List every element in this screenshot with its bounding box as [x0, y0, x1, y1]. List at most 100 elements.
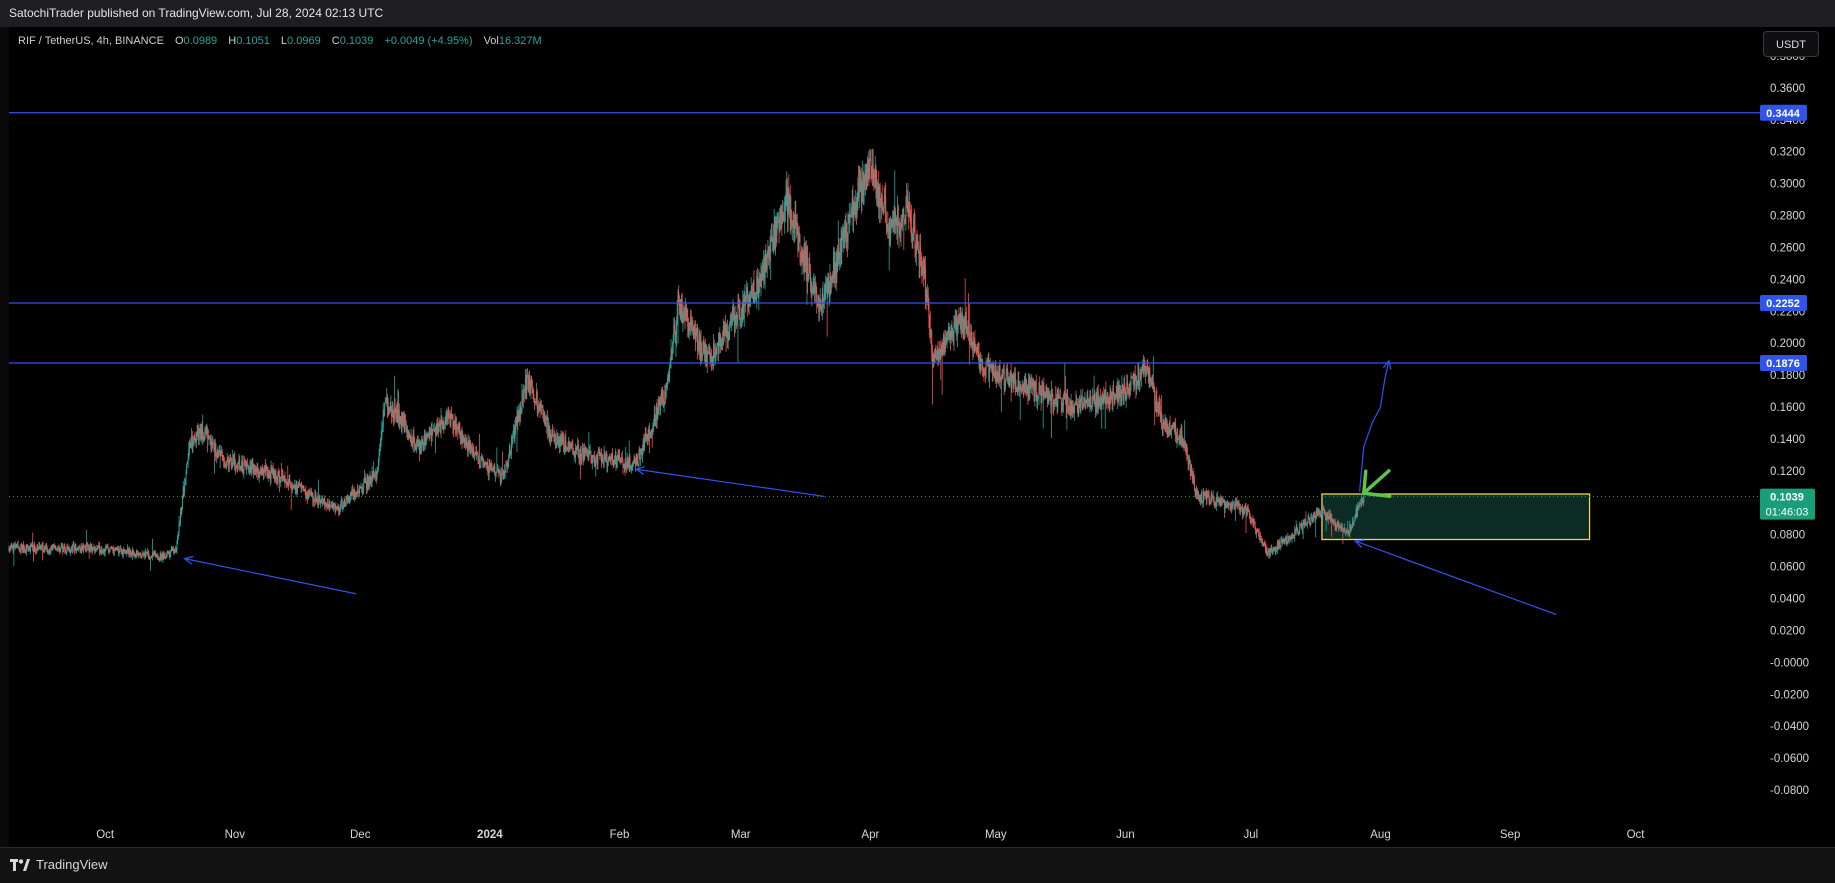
- candle-body: [59, 551, 61, 553]
- symbol-title[interactable]: RIF / TetherUS, 4h, BINANCE: [18, 35, 164, 47]
- annotations[interactable]: [183, 359, 1557, 616]
- candle-body: [1331, 515, 1333, 523]
- candle-body: [697, 328, 699, 351]
- candle-body: [125, 552, 127, 554]
- close-value: 0.1039: [339, 35, 374, 47]
- candle-body: [324, 505, 326, 507]
- candle-body: [377, 467, 379, 473]
- candle-body: [222, 455, 224, 457]
- candle-body: [1095, 393, 1097, 410]
- bar-countdown-label: 01:46:03: [1766, 507, 1809, 519]
- candle-body: [283, 475, 285, 479]
- candle-body: [1290, 537, 1292, 539]
- candle-body: [147, 551, 149, 557]
- candle-body: [113, 550, 115, 554]
- green-arrow-line[interactable]: [1362, 469, 1391, 495]
- candle-body: [198, 432, 200, 441]
- candle-body: [385, 401, 387, 403]
- arrow-line[interactable]: [636, 468, 825, 498]
- candle-body: [666, 383, 668, 385]
- candle-body: [923, 265, 925, 274]
- candle-body: [225, 464, 227, 469]
- candle-body: [244, 462, 246, 467]
- tradingview-logo[interactable]: TradingView: [10, 857, 108, 872]
- candle-body: [1054, 398, 1056, 401]
- projection-path[interactable]: [1358, 360, 1390, 492]
- candle-body: [1178, 437, 1180, 440]
- candle-body: [626, 457, 628, 468]
- arrow-line[interactable]: [184, 558, 357, 595]
- candle-body: [131, 549, 133, 555]
- candle-body: [773, 224, 775, 240]
- candle-body: [1036, 397, 1038, 402]
- candle-body: [1330, 515, 1332, 520]
- candle-body: [51, 546, 53, 548]
- candle-body: [678, 291, 680, 304]
- candle-body: [722, 325, 724, 346]
- currency-button[interactable]: USDT: [1763, 31, 1819, 57]
- candle-body: [151, 556, 153, 558]
- candle-body: [1014, 372, 1016, 382]
- support-zone[interactable]: [1321, 493, 1591, 541]
- candle-body: [549, 432, 551, 439]
- candle-body: [598, 452, 600, 453]
- candle-body: [602, 461, 604, 463]
- candle-body: [409, 438, 411, 443]
- candle-body: [772, 237, 774, 251]
- candle-body: [877, 187, 879, 192]
- candle-body: [1303, 522, 1305, 524]
- candle-body: [520, 405, 522, 415]
- candle-body: [353, 488, 355, 497]
- candle-body: [1140, 372, 1142, 377]
- candle-body: [908, 215, 910, 217]
- candle-body: [1181, 430, 1183, 445]
- candle-body: [468, 441, 470, 449]
- candle-body: [730, 320, 732, 323]
- candle-body: [1066, 395, 1068, 405]
- candle-body: [1276, 550, 1278, 552]
- arrow-line[interactable]: [1355, 540, 1557, 616]
- candle-body: [807, 276, 809, 281]
- candle-body: [809, 272, 811, 287]
- candle-body: [415, 447, 417, 449]
- candle-body: [361, 486, 363, 491]
- candle-body: [1198, 495, 1200, 497]
- candle-body: [731, 312, 733, 323]
- candle-body: [1305, 522, 1307, 526]
- chart-area[interactable]: [9, 27, 1761, 847]
- candle-body: [39, 544, 41, 547]
- volume-label: Vol: [483, 35, 499, 47]
- candle-body: [1283, 540, 1285, 544]
- candle-body: [398, 409, 400, 425]
- candle-body: [1000, 380, 1002, 382]
- candle-body: [55, 545, 57, 551]
- candle-body: [467, 441, 469, 452]
- candle-body: [817, 295, 819, 306]
- candle-body: [1082, 404, 1084, 407]
- candle-body: [892, 225, 894, 227]
- candle-body: [969, 341, 971, 344]
- candle-body: [243, 461, 245, 473]
- candle-body: [828, 293, 830, 295]
- candle-body: [1048, 393, 1050, 400]
- candle-body: [451, 414, 453, 417]
- candle-body: [236, 467, 238, 469]
- candle-body: [143, 554, 145, 557]
- candle-body: [232, 458, 234, 460]
- candle-body: [756, 276, 758, 288]
- candle-body: [1288, 536, 1290, 542]
- candle-body: [796, 222, 798, 232]
- candle-body: [710, 355, 712, 362]
- candle-body: [1357, 506, 1359, 508]
- candle-body: [1033, 382, 1035, 401]
- candle-body: [1133, 374, 1135, 387]
- candle-body: [1110, 393, 1112, 398]
- candle-body: [117, 548, 119, 554]
- candle-body: [989, 367, 991, 369]
- candle-body: [1175, 435, 1177, 440]
- candle-body: [720, 343, 722, 347]
- support-zone-box[interactable]: [1321, 493, 1591, 541]
- candle-body: [1156, 395, 1158, 411]
